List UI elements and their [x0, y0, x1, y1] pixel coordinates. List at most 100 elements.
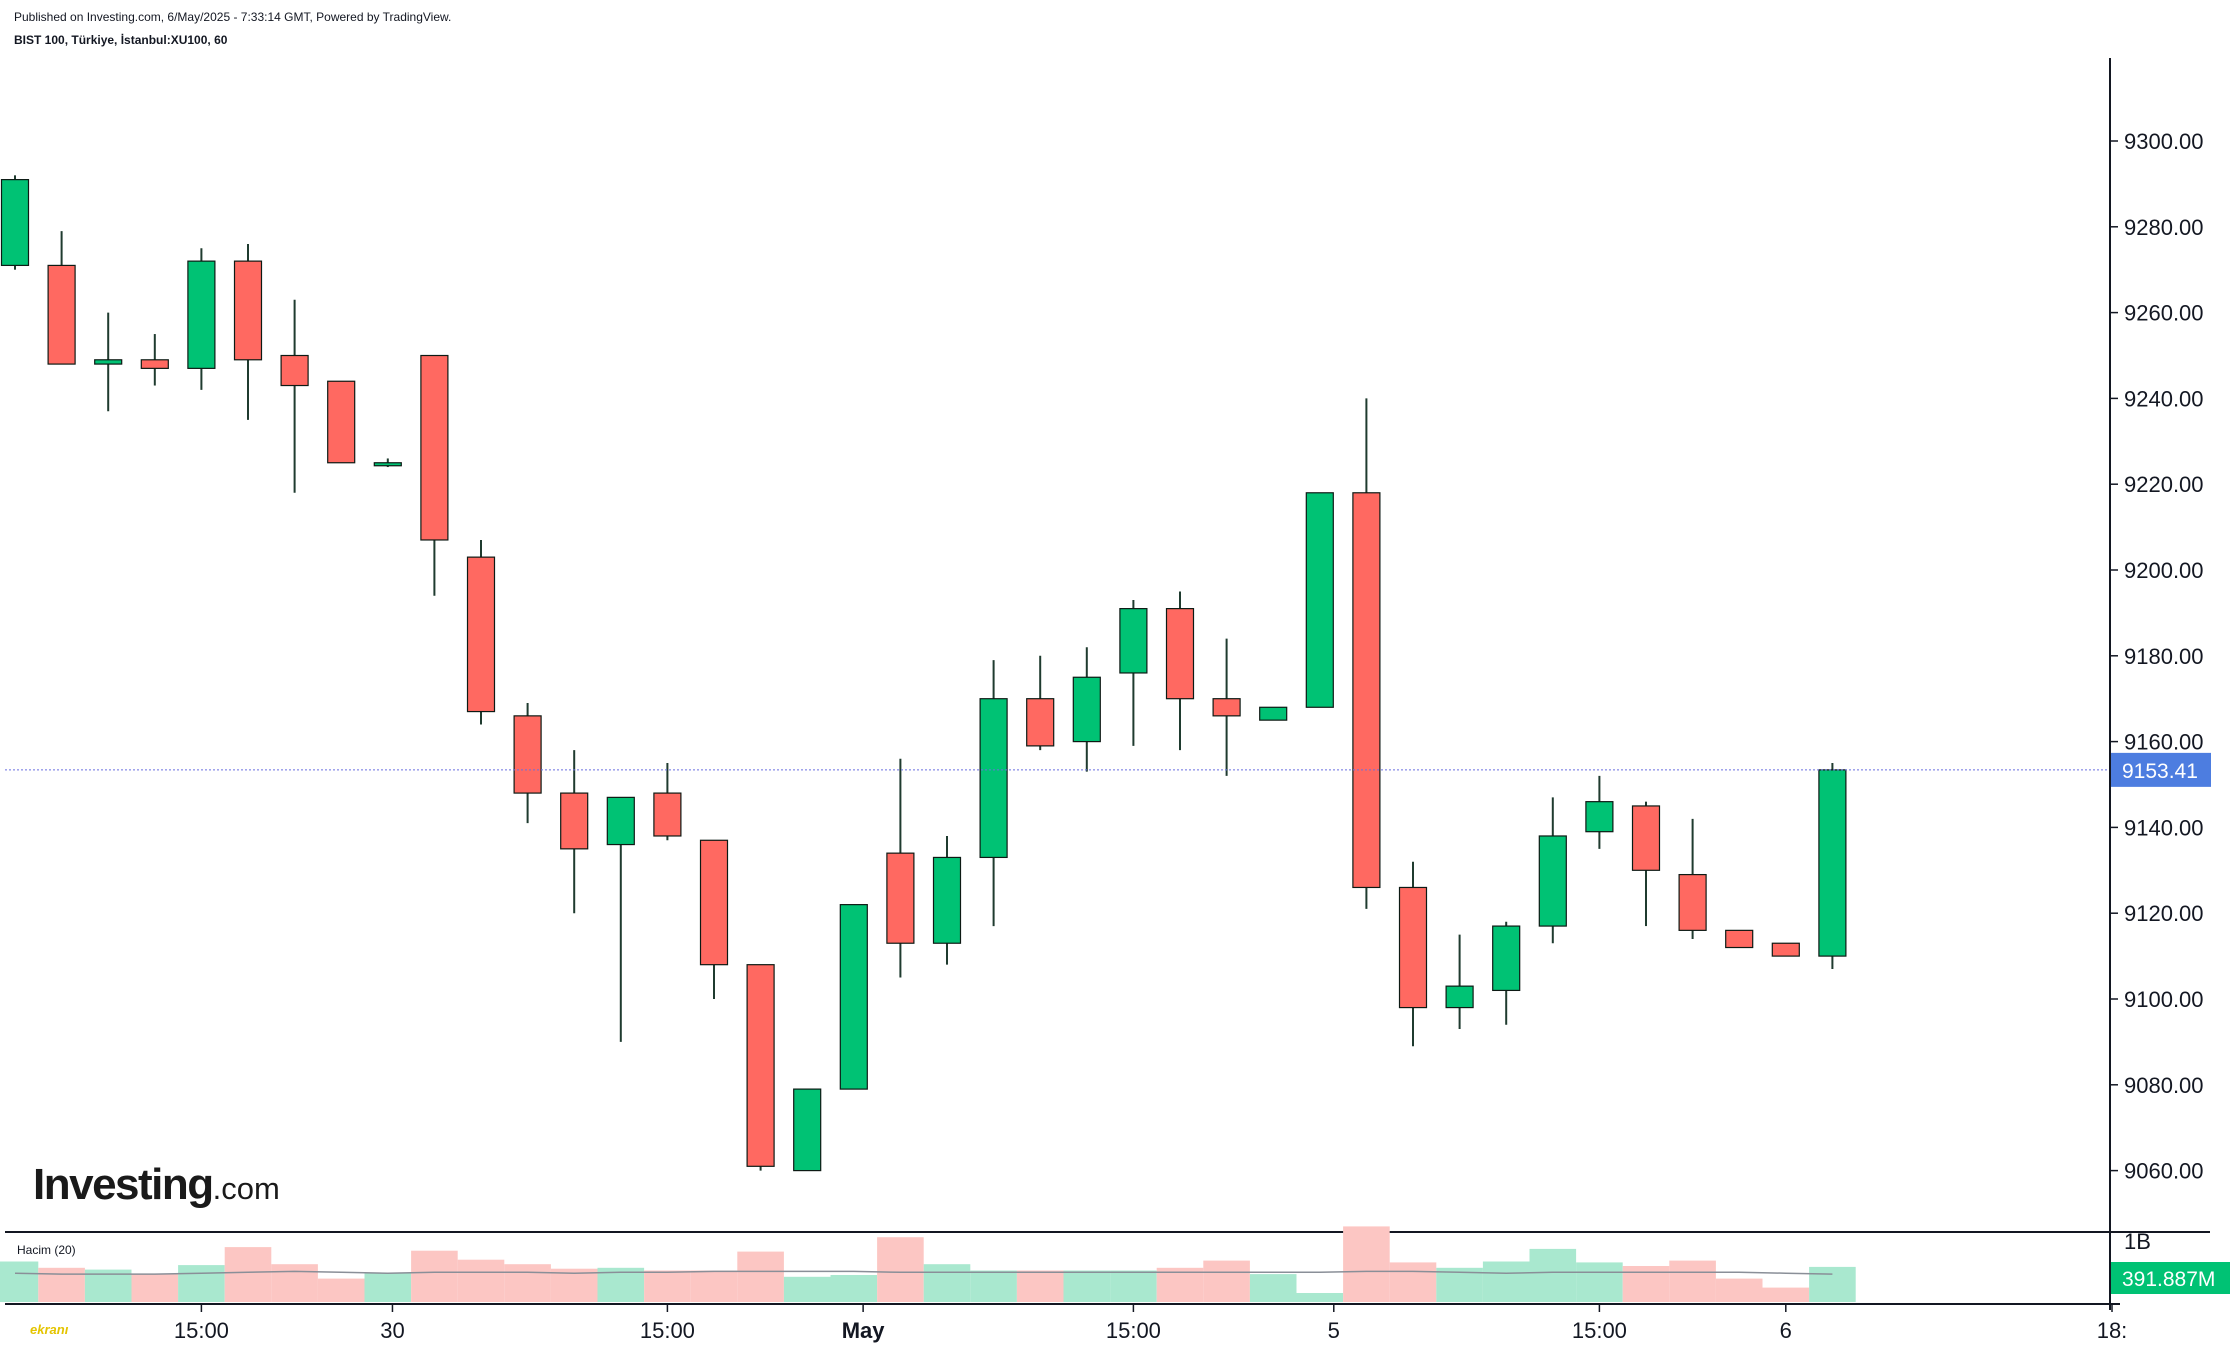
candle[interactable] [1026, 655, 1055, 751]
volume-bar [38, 1267, 85, 1302]
candle-body-down [1398, 886, 1428, 1009]
time-tick-label: 15:00 [1106, 1318, 1161, 1343]
candle[interactable] [1725, 929, 1754, 949]
candle-body-down [280, 354, 309, 387]
candle-body-down [746, 964, 775, 1167]
candle[interactable] [280, 299, 309, 493]
volume-bar [1203, 1260, 1250, 1302]
candle[interactable] [793, 1088, 822, 1172]
candle[interactable] [653, 763, 682, 841]
watermark-text: ekranı [30, 1322, 69, 1337]
time-tick-label: 5 [1328, 1318, 1340, 1343]
symbol-title: BIST 100, Türkiye, İstanbul:XU100, 60 [14, 33, 228, 47]
candle[interactable] [1352, 398, 1381, 909]
volume-bar [1436, 1267, 1483, 1302]
volume-bar [1110, 1270, 1157, 1302]
candle[interactable] [327, 380, 356, 464]
price-tick-label: 9060.00 [2124, 1159, 2204, 1184]
candle[interactable] [886, 758, 915, 978]
candle[interactable] [94, 312, 123, 412]
price-tick-label: 9140.00 [2124, 815, 2204, 840]
volume-bar [364, 1273, 412, 1302]
candle[interactable] [932, 835, 962, 965]
volume-bar [877, 1237, 924, 1302]
candle-body-down [47, 264, 76, 365]
candle[interactable] [746, 964, 775, 1171]
candle[interactable] [373, 458, 402, 468]
candle-body-down [560, 792, 589, 850]
candle[interactable] [466, 539, 496, 725]
volume-bar [1063, 1270, 1111, 1302]
volume-bar [1715, 1278, 1763, 1302]
last-price-value: 9153.41 [2122, 760, 2198, 783]
candle[interactable] [233, 243, 263, 420]
candles-layer [0, 175, 1847, 1172]
candle[interactable] [1771, 942, 1800, 957]
price-axis[interactable]: 9300.00 9280.00 9260.00 9240.00 9220.00 9200.… [2109, 58, 2204, 1310]
candle[interactable] [699, 839, 729, 999]
volume-bar [84, 1269, 132, 1302]
candle-body-up [606, 796, 635, 846]
candle[interactable] [47, 231, 76, 365]
volume-label: Hacim (20) [17, 1243, 76, 1257]
candle[interactable] [1119, 600, 1148, 746]
candle[interactable] [606, 796, 635, 1042]
candle[interactable] [560, 750, 589, 914]
volume-bar [1249, 1274, 1297, 1302]
candle[interactable] [140, 334, 169, 386]
candle-body-down [1165, 608, 1195, 700]
candle[interactable] [420, 354, 449, 596]
candle[interactable] [1305, 492, 1334, 708]
price-tick-label: 9160.00 [2124, 730, 2204, 755]
candle[interactable] [1445, 934, 1474, 1030]
volume-axis-label: 1B [2124, 1229, 2151, 1254]
candle[interactable] [0, 175, 30, 270]
candle[interactable] [1165, 591, 1195, 751]
candle[interactable] [1538, 797, 1567, 944]
candle-body-up [1818, 769, 1847, 957]
volume-bar [1809, 1266, 1856, 1302]
volume-bar [457, 1259, 505, 1302]
candle-body-down [327, 380, 356, 464]
volume-badge-bg [2111, 1262, 2230, 1294]
candle[interactable] [1585, 775, 1614, 849]
last-price-badge: 9153.41 [2111, 752, 2211, 787]
candle[interactable] [839, 904, 868, 1090]
volume-bar [644, 1270, 691, 1302]
candle-body-down [140, 359, 169, 369]
candle[interactable] [1631, 801, 1661, 927]
candle[interactable] [1678, 818, 1707, 939]
volume-badge: 391.887M [2111, 1262, 2230, 1294]
volume-bar [224, 1247, 272, 1302]
volume-bar [550, 1268, 598, 1302]
candle-body-up [1305, 492, 1334, 708]
volume-bar [1016, 1270, 1064, 1302]
volume-bar [1482, 1261, 1530, 1302]
investing-logo: Investing.com [33, 1160, 280, 1210]
candle-body-down [513, 715, 542, 794]
volume-bar [690, 1270, 738, 1302]
candle-body-down [466, 556, 496, 713]
candle-body-down [653, 792, 682, 837]
candle[interactable] [979, 660, 1008, 927]
candle-body-down [1212, 698, 1241, 717]
candle[interactable] [513, 702, 542, 824]
candle-body-down [1771, 942, 1800, 957]
volume-bar [271, 1264, 318, 1302]
candle[interactable] [1398, 861, 1428, 1047]
candle-body-up [373, 462, 402, 467]
candle[interactable] [1492, 921, 1521, 1025]
time-axis[interactable]: 15:00 30 15:00 May 15:00 5 15:00 6 18: [5, 1303, 2127, 1343]
candle[interactable] [1072, 647, 1101, 772]
volume-bar [1762, 1287, 1810, 1302]
price-tick-label: 9220.00 [2124, 472, 2204, 497]
candle[interactable] [1259, 706, 1288, 721]
candle-body-up [1585, 801, 1614, 833]
candle[interactable] [1818, 763, 1847, 969]
candle-body-down [233, 260, 263, 361]
candle[interactable] [1212, 638, 1241, 776]
candle-body-down [1678, 873, 1707, 931]
candle-body-up [0, 179, 30, 267]
candle[interactable] [187, 248, 216, 390]
